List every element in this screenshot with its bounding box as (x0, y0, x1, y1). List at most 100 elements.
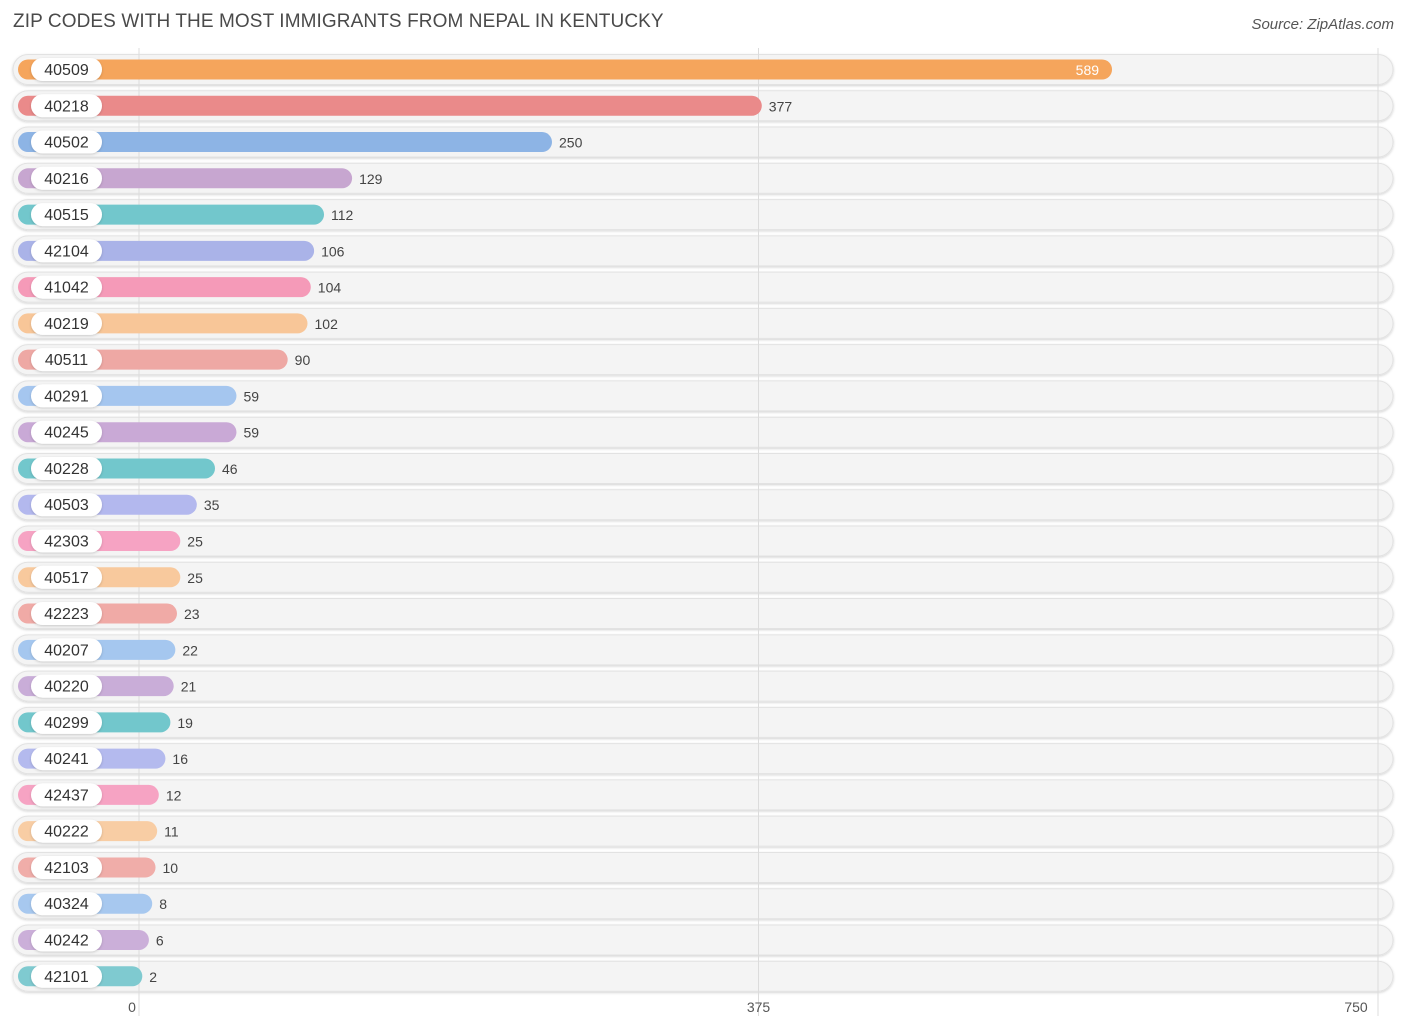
bar-row: 41042 104 (18, 275, 341, 299)
category-pill (31, 855, 102, 879)
category-label: 42223 (44, 606, 89, 623)
value-label: 8 (159, 896, 167, 912)
category-pill (31, 203, 102, 227)
row-background (12, 452, 1394, 484)
category-pill (31, 166, 102, 190)
bar-row: 42103 10 (18, 855, 178, 879)
category-label: 40218 (44, 98, 89, 115)
value-label: 35 (204, 497, 220, 513)
bar-row: 40502 250 (18, 130, 583, 154)
value-label: 2 (149, 969, 157, 985)
row-background (12, 380, 1394, 412)
category-pill (31, 819, 102, 843)
row-background (12, 706, 1394, 738)
bar-row: 40220 21 (18, 674, 197, 698)
row-background (12, 924, 1394, 956)
bar-row: 40324 8 (18, 892, 167, 916)
row-background (12, 199, 1394, 231)
bar-row: 42104 106 (18, 239, 345, 263)
bar-row: 40511 90 (18, 348, 310, 372)
value-label: 59 (243, 388, 259, 404)
bar-row: 40517 25 (18, 565, 203, 589)
value-label: 25 (187, 534, 203, 550)
row-background (12, 598, 1394, 630)
category-label: 42303 (44, 534, 89, 551)
value-label: 16 (172, 751, 188, 767)
category-pill (31, 710, 102, 734)
category-pill (31, 384, 102, 408)
value-label: 112 (331, 207, 354, 223)
bar-row: 42437 12 (18, 783, 182, 807)
bar-row: 40503 35 (18, 493, 220, 517)
value-label: 11 (164, 824, 179, 840)
bar-row: 40245 59 (18, 420, 259, 444)
category-pill (31, 94, 102, 118)
category-label: 40291 (44, 388, 89, 405)
row-background (12, 344, 1394, 376)
row-background (12, 307, 1394, 339)
bar-row: 42303 25 (18, 529, 203, 553)
value-label: 21 (181, 679, 197, 695)
category-pill (31, 493, 102, 517)
row-background (12, 634, 1394, 666)
category-pill (31, 420, 102, 444)
category-label: 40222 (44, 824, 89, 841)
bar-row: 42223 23 (18, 602, 200, 626)
value-label: 106 (321, 243, 345, 259)
category-pill (31, 239, 102, 263)
bar-row: 40291 59 (18, 384, 259, 408)
bar-row: 40241 16 (18, 747, 188, 771)
category-label: 40502 (44, 135, 89, 152)
category-label: 40242 (44, 932, 89, 949)
category-label: 40219 (44, 316, 89, 333)
chart-title: ZIP CODES WITH THE MOST IMMIGRANTS FROM … (13, 11, 664, 32)
bar-row: 40218 377 (18, 94, 792, 118)
category-pill (31, 58, 102, 81)
row-background (12, 525, 1394, 557)
row-background (12, 561, 1394, 593)
category-pill (31, 311, 102, 335)
category-label: 40509 (44, 62, 89, 79)
category-pill (31, 964, 102, 988)
row-background (12, 162, 1394, 194)
bar (18, 95, 762, 116)
bar-row: 40222 11 (18, 819, 179, 843)
row-background (12, 416, 1394, 448)
category-label: 40517 (44, 570, 89, 587)
bar-row: 40509 589 (18, 58, 1113, 81)
category-pill (31, 130, 102, 154)
category-label: 40241 (44, 751, 89, 768)
value-label: 6 (156, 932, 164, 948)
bar (18, 168, 353, 189)
value-label: 25 (187, 570, 203, 586)
row-background (12, 743, 1394, 775)
category-pill (31, 674, 102, 698)
value-label: 22 (182, 642, 198, 658)
value-label: 102 (315, 316, 339, 332)
value-label: 129 (359, 171, 383, 187)
category-label: 42103 (44, 860, 89, 877)
tick-label: 0 (128, 999, 136, 1015)
bar (18, 132, 552, 153)
value-label: 59 (243, 425, 259, 441)
bar (18, 59, 1113, 80)
bar-row: 40207 22 (18, 638, 198, 662)
row-backgrounds (12, 54, 1394, 992)
value-label: 23 (184, 606, 200, 622)
value-label: 19 (177, 715, 193, 731)
category-label: 41042 (44, 280, 89, 297)
category-label: 40299 (44, 715, 89, 732)
category-label: 42101 (44, 969, 89, 986)
category-pill (31, 529, 102, 553)
source-label: Source: ZipAtlas.com (1251, 16, 1394, 33)
category-pill (31, 275, 102, 299)
bar-row: 40299 19 (18, 710, 193, 734)
value-label: 589 (1076, 62, 1100, 78)
tick-label: 750 (1344, 999, 1368, 1015)
row-background (12, 271, 1394, 303)
category-pill (31, 565, 102, 589)
category-label: 40220 (44, 679, 89, 696)
category-pill (31, 348, 102, 372)
bar-row: 40216 129 (18, 166, 383, 190)
x-axis: 0 375 750 (128, 999, 1368, 1015)
